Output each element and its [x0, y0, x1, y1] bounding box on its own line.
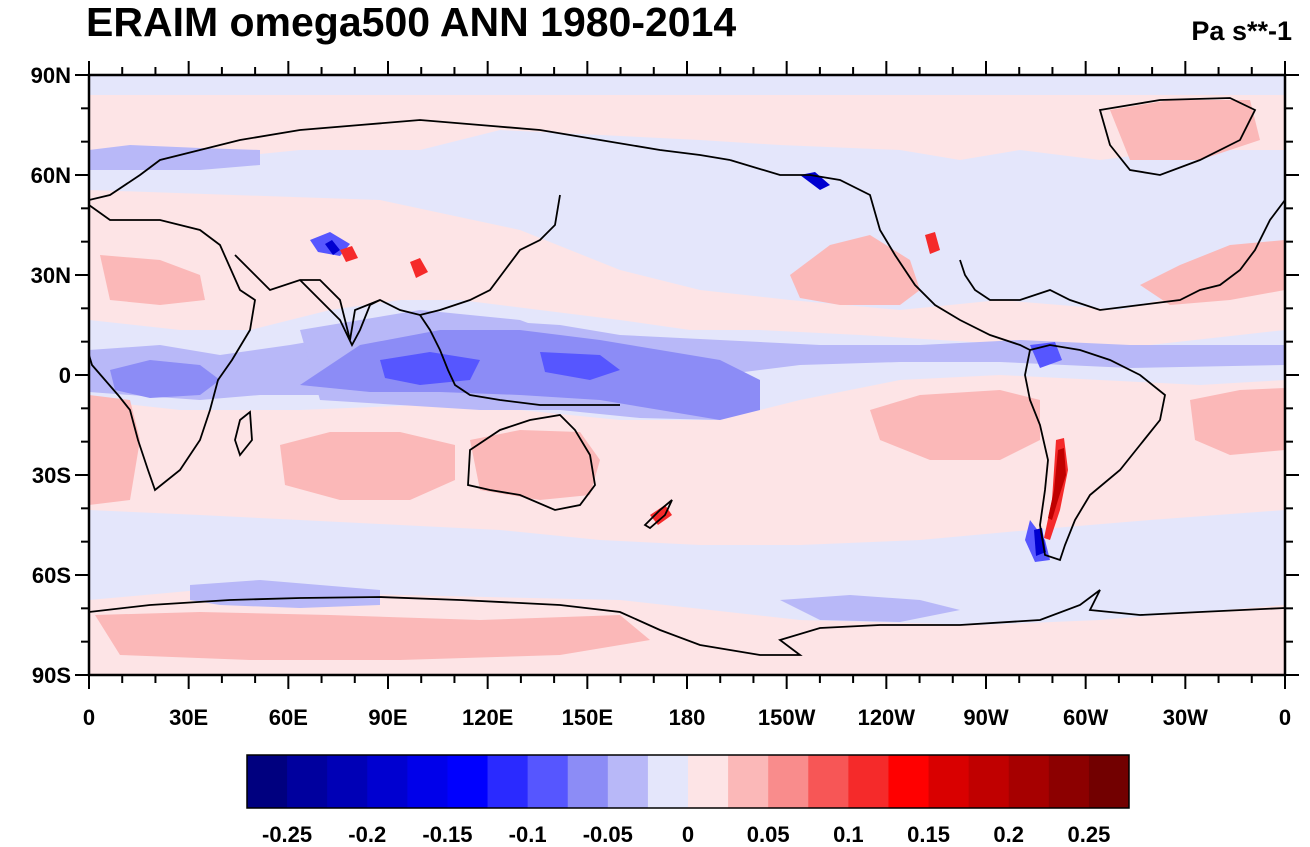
colorbar-swatch: [728, 755, 769, 808]
lon-tick-label: 90E: [368, 705, 407, 730]
colorbar-swatch: [647, 755, 689, 808]
colorbar-swatch: [1008, 755, 1050, 808]
colorbar-swatch: [247, 755, 288, 808]
coastline-new-zealand: [643, 499, 673, 530]
coastline-greenland: [1098, 97, 1257, 176]
colorbar-swatch: [367, 755, 408, 808]
lon-tick-label: 0: [83, 705, 95, 730]
colorbar-label: 0.25: [1067, 822, 1110, 847]
lat-tick-label: 90S: [32, 663, 71, 688]
colorbar-swatch: [688, 755, 729, 808]
coastlines: [89, 97, 1285, 656]
andes-subsidence-max: [1048, 448, 1066, 520]
ascent-warm-pool: [110, 330, 760, 420]
coastline-india: [299, 279, 381, 347]
colorbar-swatch: [567, 755, 609, 808]
coastline-africa: [89, 204, 256, 492]
lon-tick-label: 30E: [169, 705, 208, 730]
colorbar-label: -0.2: [348, 822, 386, 847]
colorbar-swatch: [768, 755, 809, 808]
colorbar-swatch: [808, 755, 849, 808]
map-title: ERAIM omega500 ANN 1980-2014: [86, 0, 737, 45]
colorbar-label: -0.05: [583, 822, 633, 847]
colorbar-label: -0.25: [262, 822, 312, 847]
colorbar-swatch: [407, 755, 448, 808]
coastline-antarctica: [89, 589, 1285, 656]
colorbar-swatch: [928, 755, 970, 808]
subsidence-highs: [89, 100, 1285, 660]
colorbar-label: -0.15: [422, 822, 472, 847]
colorbar: -0.25 -0.2 -0.15 -0.1 -0.05 0 0.05 0.1 0.15 0.2 0.…: [246, 754, 1130, 847]
colorbar-swatch: [1088, 755, 1130, 808]
lat-tick-label: 30N: [31, 263, 71, 288]
field-shading: [89, 95, 1285, 675]
colorbar-swatch: [968, 755, 1010, 808]
colorbar-swatch: [888, 755, 930, 808]
lon-tick-label: 60E: [269, 705, 308, 730]
lat-tick-label: 60S: [32, 563, 71, 588]
colorbar-swatch: [848, 755, 889, 808]
lon-tick-label: 150W: [758, 705, 816, 730]
lon-tick-label: 120E: [462, 705, 513, 730]
lon-tick-label: 0: [1279, 705, 1291, 730]
lat-tick-label: 60N: [31, 163, 71, 188]
colorbar-swatch: [287, 755, 328, 808]
coastline-madagascar: [234, 410, 253, 457]
lat-tick-label: 90N: [31, 63, 71, 88]
units-label: Pa s**-1: [1191, 16, 1292, 46]
axis-ticks: [75, 61, 1299, 689]
lon-tick-label: 180: [669, 705, 706, 730]
colorbar-swatch: [607, 755, 649, 808]
colorbar-swatch: [447, 755, 489, 808]
colorbar-swatch: [1048, 755, 1090, 808]
colorbar-label: 0.2: [993, 822, 1024, 847]
colorbar-label: -0.1: [509, 822, 547, 847]
colorbar-swatch: [327, 755, 368, 808]
lon-tick-label: 90W: [963, 705, 1008, 730]
lat-tick-label: 30S: [32, 463, 71, 488]
colorbar-swatch: [527, 755, 569, 808]
lon-tick-label: 30W: [1163, 705, 1208, 730]
strong-ascent-patches: [325, 172, 1046, 556]
lon-tick-label: 120W: [858, 705, 916, 730]
colorbar-swatch: [487, 755, 529, 808]
lon-tick-label: 150E: [562, 705, 613, 730]
colorbar-label: 0.05: [747, 822, 790, 847]
colorbar-label: 0.15: [907, 822, 950, 847]
colorbar-label: 0: [682, 822, 694, 847]
colorbar-label: 0.1: [833, 822, 864, 847]
coastline-australia: [467, 414, 596, 511]
colorbar-frame: [246, 754, 1130, 809]
lat-tick-label: 0: [59, 363, 71, 388]
axis-labels: 90N 60N 30N 0 30S 60S 90S 0 30E 60E 90E 120E 150E 180…: [31, 63, 1291, 730]
coastline-se-asia: [419, 314, 620, 406]
lon-tick-label: 60W: [1063, 705, 1108, 730]
coastline-south-america: [1024, 344, 1166, 562]
coastline-north-america: [729, 159, 1285, 351]
